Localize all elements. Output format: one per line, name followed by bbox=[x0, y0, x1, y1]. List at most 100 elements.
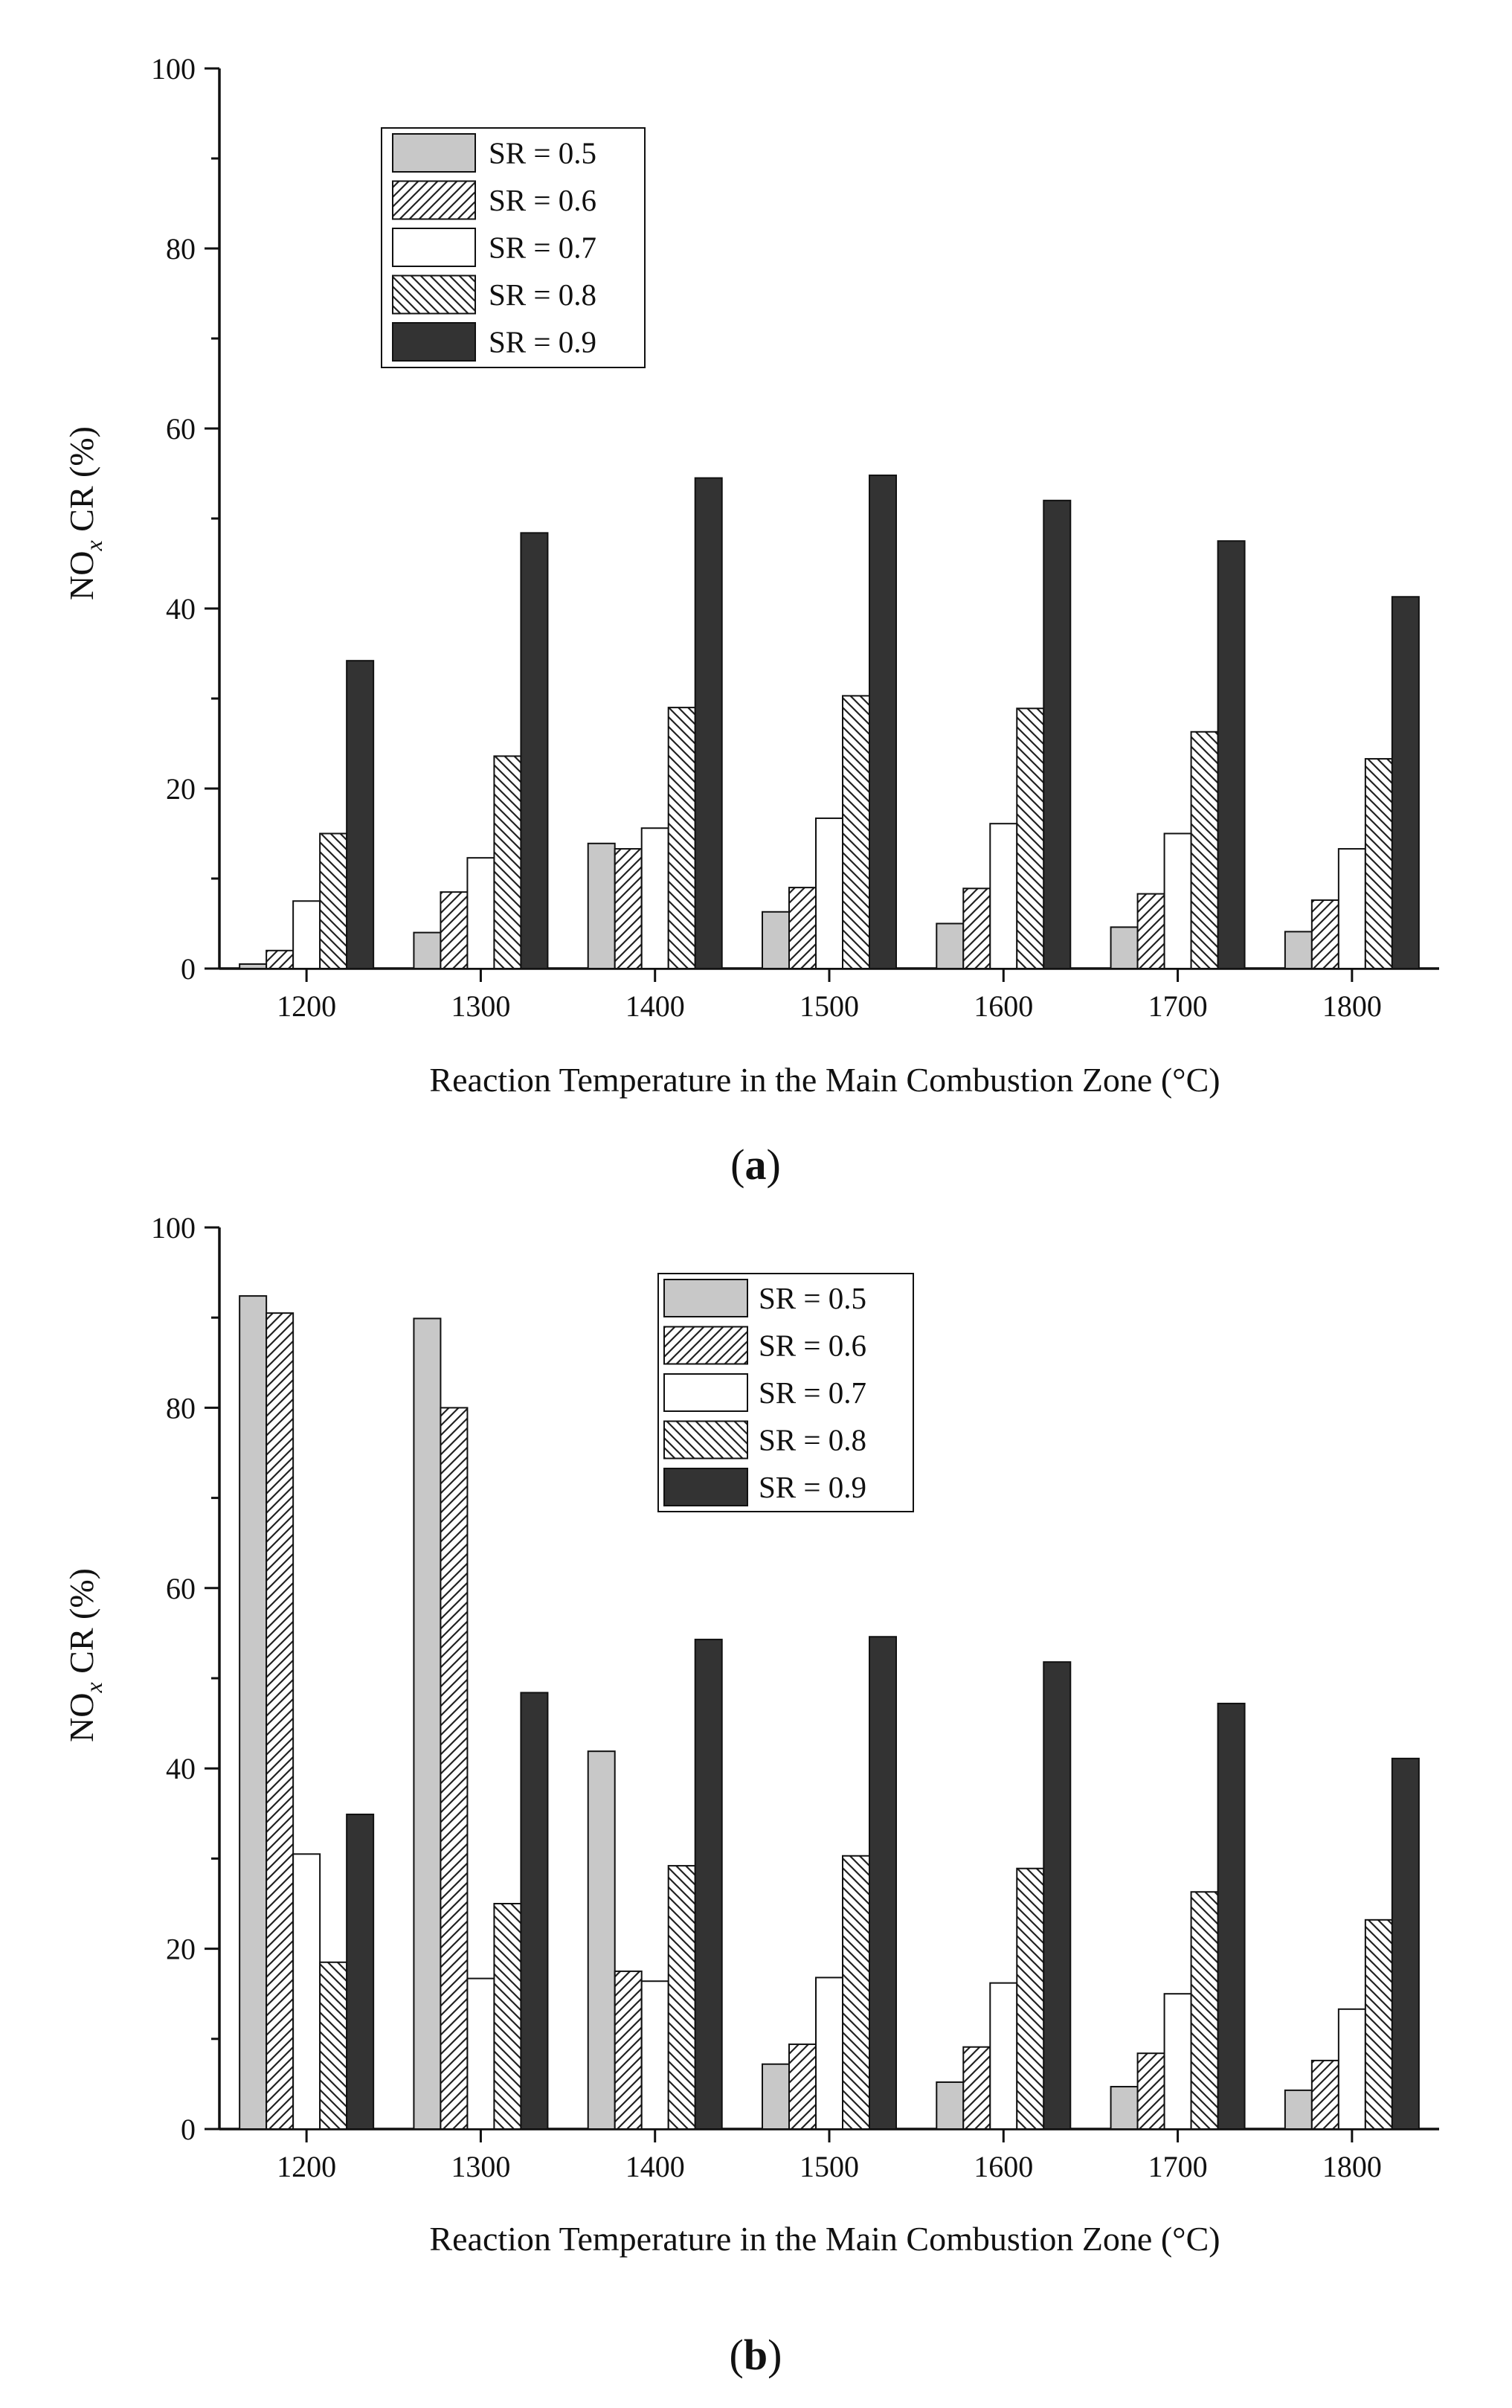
legend-swatch-b bbox=[663, 1420, 748, 1460]
bar-a-1600-sr0.6 bbox=[962, 887, 991, 970]
y-axis-title-b: NOx CR (%) bbox=[62, 1568, 107, 1742]
bar-a-1200-sr0.6 bbox=[266, 949, 295, 970]
bar-a-1500-sr0.9 bbox=[869, 474, 897, 969]
x-tick-label-a: 1800 bbox=[1322, 989, 1382, 1023]
bar-b-1200-sr0.7 bbox=[292, 1853, 321, 2131]
x-tick-label-b: 1300 bbox=[451, 2150, 510, 2183]
x-tick-label-a: 1600 bbox=[974, 989, 1033, 1023]
bar-a-1500-sr0.7 bbox=[815, 817, 843, 970]
legend-label-b: SR = 0.7 bbox=[759, 1375, 866, 1410]
bar-b-1800-sr0.7 bbox=[1337, 2008, 1366, 2130]
legend-label-a: SR = 0.7 bbox=[489, 231, 596, 265]
bar-a-1700-sr0.5 bbox=[1110, 926, 1139, 969]
bar-b-1800-sr0.5 bbox=[1284, 2089, 1313, 2131]
bar-b-1700-sr0.9 bbox=[1217, 1702, 1246, 2131]
bar-a-1300-sr0.5 bbox=[413, 931, 442, 969]
legend-swatch-a bbox=[392, 274, 476, 315]
legend-swatch-b bbox=[663, 1279, 748, 1317]
y-tick-label-b: 0 bbox=[181, 2113, 196, 2146]
bar-a-1600-sr0.5 bbox=[936, 922, 965, 969]
bar-a-1600-sr0.9 bbox=[1043, 499, 1072, 969]
bar-a-1200-sr0.8 bbox=[319, 832, 348, 969]
bar-a-1700-sr0.6 bbox=[1136, 893, 1165, 969]
chart-panel-a: 0 20 40 60 80 100 1200 1300 1400 1500 1600 1700 1800… bbox=[62, 52, 1439, 1099]
bar-b-1600-sr0.6 bbox=[962, 2046, 991, 2131]
bar-b-1200-sr0.5 bbox=[239, 1295, 268, 2130]
bar-b-1400-sr0.7 bbox=[640, 1980, 669, 2130]
legend-label-b: SR = 0.9 bbox=[759, 1470, 866, 1504]
bar-a-1800-sr0.9 bbox=[1391, 596, 1420, 970]
bar-b-1600-sr0.5 bbox=[936, 2081, 965, 2131]
bar-a-1700-sr0.7 bbox=[1163, 832, 1192, 969]
y-axis-title-main-b: NO bbox=[62, 1693, 100, 1742]
y-axis-title-a: NOx CR (%) bbox=[62, 426, 107, 600]
x-tick-label-b: 1500 bbox=[800, 2150, 859, 2183]
bar-b-1200-sr0.6 bbox=[266, 1312, 295, 2130]
bar-b-1300-sr0.8 bbox=[493, 1903, 522, 2130]
x-axis-title-b: Reaction Temperature in the Main Combust… bbox=[429, 2220, 1220, 2258]
bar-b-1700-sr0.8 bbox=[1190, 1891, 1219, 2130]
bar-a-1800-sr0.8 bbox=[1364, 758, 1393, 969]
legend-swatch-a bbox=[392, 180, 476, 220]
y-tick-label-b: 80 bbox=[166, 1391, 196, 1425]
bar-b-1800-sr0.9 bbox=[1391, 1757, 1420, 2130]
x-tick-label-b: 1700 bbox=[1148, 2150, 1208, 2183]
legend-label-b: SR = 0.6 bbox=[759, 1329, 866, 1363]
legend-swatch-b bbox=[663, 1468, 748, 1506]
bars-a bbox=[239, 474, 1420, 970]
bar-a-1800-sr0.7 bbox=[1337, 848, 1366, 969]
bar-a-1400-sr0.6 bbox=[614, 848, 643, 969]
bar-b-1400-sr0.9 bbox=[694, 1638, 723, 2131]
bar-a-1500-sr0.5 bbox=[762, 911, 790, 970]
y-axis-title-sub-b: x bbox=[80, 1682, 107, 1693]
bar-a-1300-sr0.9 bbox=[520, 532, 549, 969]
x-tick-label-b: 1400 bbox=[625, 2150, 685, 2183]
bar-a-1400-sr0.7 bbox=[640, 827, 669, 969]
bar-a-1200-sr0.7 bbox=[292, 900, 321, 969]
x-tick-label-a: 1500 bbox=[800, 989, 859, 1023]
bar-b-1500-sr0.5 bbox=[762, 2063, 790, 2131]
y-tick-label-b: 60 bbox=[166, 1572, 196, 1605]
x-tick-label-a: 1400 bbox=[625, 989, 685, 1023]
bar-b-1400-sr0.8 bbox=[667, 1865, 696, 2130]
bar-a-1200-sr0.5 bbox=[239, 963, 268, 969]
bar-b-1300-sr0.5 bbox=[413, 1317, 442, 2130]
bar-a-1300-sr0.8 bbox=[493, 755, 522, 969]
legend-label-a: SR = 0.8 bbox=[489, 277, 596, 312]
bar-b-1400-sr0.6 bbox=[614, 1970, 643, 2130]
panel-label-b: (b) bbox=[730, 2331, 782, 2379]
bar-a-1400-sr0.9 bbox=[694, 477, 723, 969]
x-tick-label-b: 1800 bbox=[1322, 2150, 1382, 2183]
y-tick-label-a: 20 bbox=[166, 772, 196, 806]
bar-a-1300-sr0.7 bbox=[466, 857, 495, 970]
bar-a-1700-sr0.8 bbox=[1190, 731, 1219, 970]
bar-b-1500-sr0.8 bbox=[842, 1855, 870, 2130]
y-tick-label-b: 100 bbox=[151, 1211, 196, 1245]
x-axis-title-a: Reaction Temperature in the Main Combust… bbox=[429, 1061, 1220, 1099]
x-tick-label-a: 1200 bbox=[277, 989, 336, 1023]
y-axis-title-rest-a: CR (%) bbox=[62, 426, 100, 540]
bar-a-1500-sr0.8 bbox=[842, 695, 870, 969]
ticks-b: 0 20 40 60 80 100 1200 1300 1400 1500 1600 1700 1800 bbox=[151, 1211, 1382, 2183]
legend-a: SR = 0.5 SR = 0.6 SR = 0.7 SR = 0.8 SR = 0.9 bbox=[381, 127, 646, 368]
y-axis-title-main-a: NO bbox=[62, 551, 100, 600]
bar-a-1800-sr0.5 bbox=[1284, 931, 1313, 970]
bar-b-1500-sr0.7 bbox=[815, 1977, 843, 2131]
y-tick-label-b: 40 bbox=[166, 1752, 196, 1785]
bar-b-1600-sr0.7 bbox=[989, 1982, 1018, 2130]
bar-b-1800-sr0.8 bbox=[1364, 1919, 1393, 2130]
bar-a-1400-sr0.8 bbox=[667, 707, 696, 969]
bar-b-1200-sr0.8 bbox=[319, 1961, 348, 2131]
legend-label-a: SR = 0.6 bbox=[489, 183, 596, 217]
bar-b-1600-sr0.9 bbox=[1043, 1661, 1072, 2131]
bar-b-1700-sr0.7 bbox=[1163, 1993, 1192, 2130]
legend-swatch-a bbox=[392, 228, 476, 267]
bar-a-1500-sr0.6 bbox=[788, 887, 817, 969]
y-axis-title-sub-a: x bbox=[80, 540, 107, 551]
x-tick-label-a: 1300 bbox=[451, 989, 510, 1023]
bar-b-1700-sr0.5 bbox=[1110, 2086, 1139, 2130]
legend-swatch-a bbox=[392, 322, 476, 362]
x-tick-label-b: 1600 bbox=[974, 2150, 1033, 2183]
bar-b-1300-sr0.7 bbox=[466, 1977, 495, 2130]
